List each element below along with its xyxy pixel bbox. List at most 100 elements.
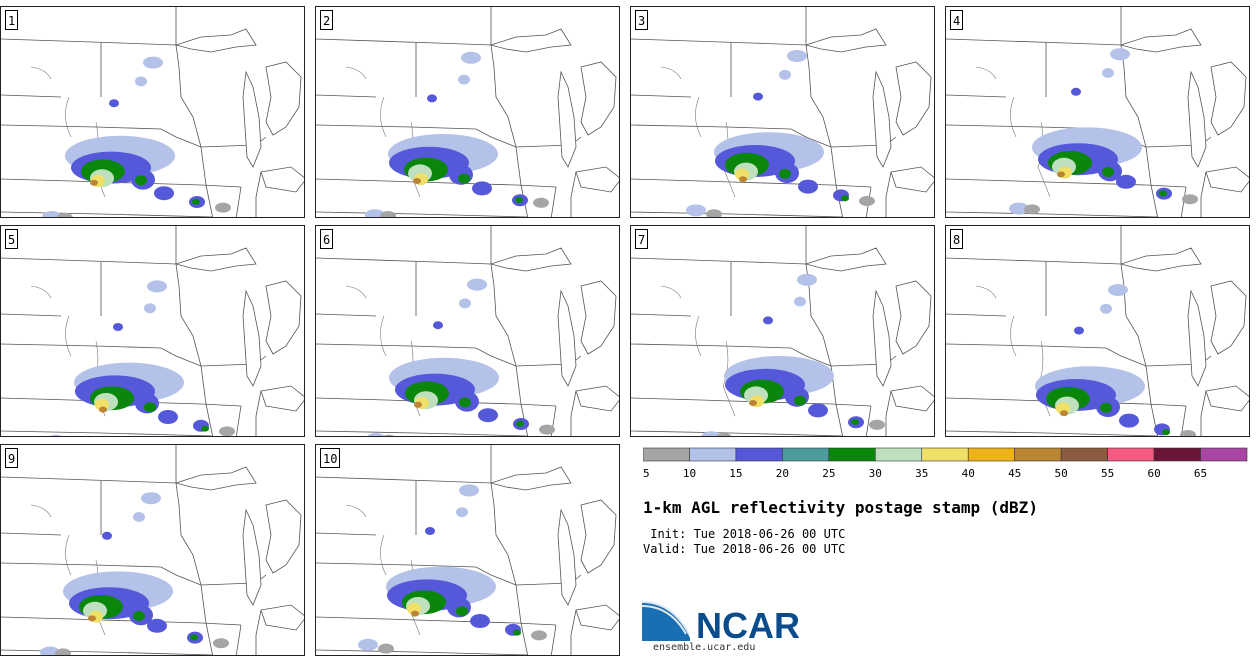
storm-cell [1100,402,1112,413]
storm-cell [706,209,722,217]
storm-cell [1162,429,1170,436]
member-panel-7: 7 [630,225,935,437]
storm-cell [158,410,178,424]
storm-cell [102,531,112,540]
storm-cell [141,492,161,505]
member-panel-8: 8 [945,225,1250,437]
storm-cell [40,646,60,655]
storm-cell [459,397,471,408]
storm-cell [144,402,156,413]
storm-cell [1119,413,1139,428]
storm-cell [794,296,806,307]
colorbar-tick-label: 25 [822,467,835,480]
storm-cell [749,400,757,406]
storm-cell [1180,430,1196,436]
ncar-logo-text: NCAR [696,605,800,646]
member-number: 9 [5,448,19,468]
storm-cell [411,610,419,617]
storm-cell [459,298,471,309]
colorbar-tick-label: 45 [1008,467,1021,480]
storm-cell [1071,87,1081,96]
member-map-5 [1,226,304,436]
storm-cell [1100,303,1112,314]
colorbar-tick-label: 10 [683,467,696,480]
storm-cell [144,303,156,314]
colorbar-tick-label: 60 [1147,467,1160,480]
storm-cell [808,403,828,418]
valid-time: Valid: Tue 2018-06-26 00 UTC [643,542,846,556]
member-map-2 [316,7,619,217]
storm-cell [686,204,706,217]
storm-cell [779,168,791,179]
storm-cell [779,69,791,80]
storm-cell [201,425,209,432]
member-number: 3 [635,10,649,30]
colorbar-tick-label: 15 [729,467,742,480]
colorbar-swatch [921,447,969,462]
storm-cell [147,280,167,293]
storm-cell [1074,326,1084,335]
storm-cell [433,321,443,330]
member-map-3 [631,7,934,217]
init-time: Init: Tue 2018-06-26 00 UTC [643,527,846,541]
member-panel-3: 3 [630,6,935,218]
storm-cell [797,273,817,286]
storm-cell [367,433,385,436]
storm-cell [414,401,422,408]
colorbar-tick-label: 65 [1194,467,1207,480]
member-map-4 [946,7,1249,217]
colorbar-tick-label: 5 [643,467,650,480]
member-number: 2 [320,10,334,30]
member-panel-5: 5 [0,225,305,437]
storm-cell [841,195,849,202]
storm-cell [539,424,555,435]
storm-cell [427,94,437,103]
storm-cell [459,484,479,497]
storm-cell [533,197,549,208]
storm-cell [701,431,721,436]
storm-cell [378,643,394,654]
storm-cell [55,648,71,655]
storm-cell [869,419,885,430]
storm-cell [472,181,492,196]
storm-cell [1009,202,1029,215]
colorbar-tick-label: 35 [915,467,928,480]
colorbar-tick-label: 30 [869,467,882,480]
storm-cell [470,614,490,628]
member-map-8 [946,226,1249,436]
member-number: 6 [320,229,334,249]
colorbar-swatch [1014,447,1062,462]
colorbar-swatch [875,447,923,462]
storm-cell [716,433,732,436]
storm-cell [1116,174,1136,189]
storm-cell [531,630,547,641]
storm-cell [461,51,481,64]
storm-cell [753,92,763,101]
member-number: 5 [5,229,19,249]
storm-cell [154,186,174,201]
storm-cell [192,198,200,205]
storm-cell [458,173,470,184]
storm-cell [1182,194,1198,205]
colorbar-swatch [1060,447,1108,462]
member-number: 8 [950,229,964,249]
member-map-9 [1,445,304,655]
storm-cell [358,638,378,651]
member-panel-9: 9 [0,444,305,656]
storm-cell [1108,284,1128,296]
storm-cell [50,434,62,436]
colorbar-swatch [967,447,1015,462]
storm-cell [413,178,421,184]
colorbar-swatch [689,447,737,462]
member-map-6 [316,226,619,436]
figure-title: 1-km AGL reflectivity postage stamp (dBZ… [643,498,1038,517]
storm-cell [515,197,523,203]
member-map-1 [1,7,304,217]
storm-cell [516,420,524,427]
member-map-10 [316,445,619,655]
ncar-logo: NCAR [642,601,800,646]
colorbar-swatch [1153,447,1201,462]
storm-cell [88,615,96,622]
colorbar-tick-label: 55 [1101,467,1114,480]
storm-cell [215,202,231,213]
